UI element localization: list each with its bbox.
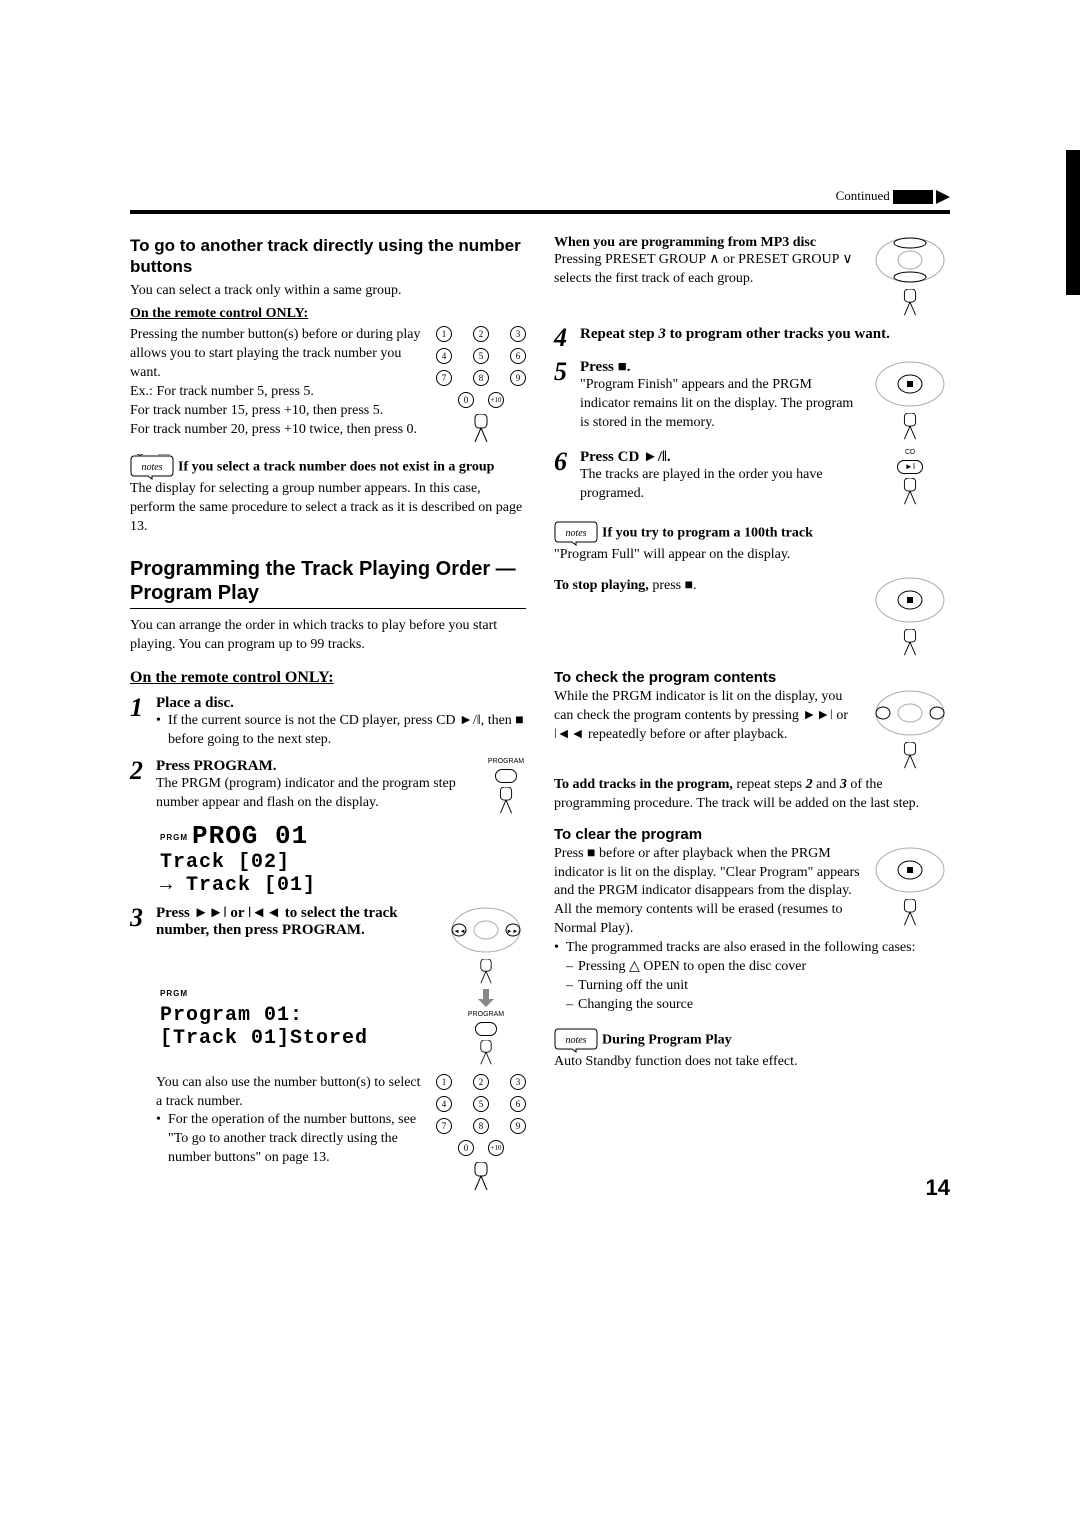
step-number-5: 5	[554, 359, 574, 441]
remote-pointer-icon	[471, 1162, 491, 1192]
direct-track-body1: Pressing the number button(s) before or …	[130, 326, 426, 383]
step-1: 1 Place a disc. If the current source is…	[130, 695, 526, 750]
lcd1-line3: → Track [01]	[160, 874, 526, 897]
step3-lead: Press ►►ǀ or ǀ◄◄ to select the track num…	[156, 905, 438, 939]
right-column: When you are programming from MP3 disc P…	[554, 235, 950, 1192]
remote-nav-diagram-2	[870, 688, 950, 770]
note2-lead: If you try to program a 100th track	[602, 526, 813, 541]
remote-only-2: On the remote control ONLY:	[130, 669, 526, 687]
notes-icon: notes	[554, 524, 602, 541]
remote-play-diagram: CD ►ǁ	[870, 449, 950, 506]
clear-bullet: The programmed tracks are also erased in…	[554, 939, 950, 958]
step5-lead: Press ■.	[580, 359, 862, 376]
program-button-diagram-1: PROGRAM	[486, 758, 526, 815]
continued-indicator: Continued	[836, 188, 950, 204]
check-body: While the PRGM indicator is lit on the d…	[554, 688, 862, 770]
clear-row: Press ■ before or after playback when th…	[554, 845, 950, 939]
note2-body: "Program Full" will appear on the displa…	[554, 546, 950, 565]
section-intro: You can arrange the order in which track…	[130, 617, 526, 655]
direct-track-row: Pressing the number button(s) before or …	[130, 326, 526, 444]
clear-body: Press ■ before or after playback when th…	[554, 845, 862, 939]
remote-only-1: On the remote control ONLY:	[130, 306, 526, 322]
step-number-1: 1	[130, 695, 150, 750]
add-tracks-line: To add tracks in the program, repeat ste…	[554, 776, 950, 814]
svg-text:notes: notes	[565, 1035, 586, 1046]
step4-lead-b: to program other tracks you want.	[666, 326, 890, 342]
note-block-3: notes During Program Play Auto Standby f…	[554, 1027, 950, 1072]
svg-text:notes: notes	[141, 462, 162, 473]
step-4: 4 Repeat step 3 to program other tracks …	[554, 325, 950, 351]
header-rule	[130, 210, 950, 214]
note1-lead: If you select a track number does not ex…	[178, 460, 494, 475]
notes-icon: notes	[554, 1030, 602, 1047]
direct-track-examples: Ex.: For track number 5, press 5. For tr…	[130, 383, 426, 440]
number-pad-diagram-2: 123 456 789 0+10	[436, 1074, 526, 1192]
step3-bullet: For the operation of the number buttons,…	[156, 1111, 426, 1168]
step-2: 2 Press PROGRAM. The PRGM (program) indi…	[130, 758, 526, 815]
step2-lead: Press PROGRAM.	[156, 758, 478, 775]
clear-dash-3: Changing the source	[554, 996, 950, 1015]
mp3-note-row: When you are programming from MP3 disc P…	[554, 235, 950, 317]
step-5: 5 Press ■. "Program Finish" appears and …	[554, 359, 950, 441]
step1-lead: Place a disc.	[156, 695, 526, 712]
clear-dash-2: Turning off the unit	[554, 977, 950, 996]
note3-body: Auto Standby function does not take effe…	[554, 1053, 950, 1072]
page-number: 14	[926, 1175, 950, 1201]
notes-icon: notes	[130, 458, 178, 475]
note-block-1: notes If you select a track number does …	[130, 454, 526, 537]
mp3-body: Pressing PRESET GROUP ∧ or PRESET GROUP …	[554, 251, 862, 289]
remote-stop-diagram-1	[870, 359, 950, 441]
step-number-6: 6	[554, 449, 574, 506]
step5-body: "Program Finish" appears and the PRGM in…	[580, 376, 862, 433]
down-arrow-icon	[478, 989, 494, 1007]
step2-body: The PRGM (program) indicator and the pro…	[156, 775, 478, 813]
remote-nav-diagram-1: ǀ◄◄ ►►ǀ PROGRAM	[446, 905, 526, 1066]
section-program-play: Programming the Track Playing Order —Pro…	[130, 557, 526, 609]
step-number-3: 3	[130, 905, 150, 1066]
step1-bullet: If the current source is not the CD play…	[156, 712, 526, 750]
left-column: To go to another track directly using th…	[130, 235, 526, 1192]
lcd1-top: PROG 01	[192, 821, 308, 851]
heading-direct-track: To go to another track directly using th…	[130, 235, 526, 278]
clear-dash-1: Pressing △ OPEN to open the disc cover	[554, 958, 950, 977]
svg-text:ǀ◄◄: ǀ◄◄	[452, 929, 465, 935]
mp3-lead: When you are programming from MP3 disc	[554, 235, 862, 251]
tab-marker	[1066, 150, 1080, 295]
check-row: While the PRGM indicator is lit on the d…	[554, 688, 950, 770]
lcd1-line2: Track [02]	[160, 851, 526, 874]
clear-heading: To clear the program	[554, 826, 950, 843]
direct-track-intro: You can select a track only within a sam…	[130, 282, 526, 301]
step3-extra: You can also use the number button(s) to…	[130, 1074, 526, 1192]
lcd-display-1: PRGMPROG 01 Track [02] → Track [01]	[160, 821, 526, 897]
step-number-2: 2	[130, 758, 150, 815]
remote-stop-diagram-3	[870, 845, 950, 939]
stop-row: To stop playing, press ■.	[554, 575, 950, 657]
step-6: 6 Press CD ►/ǁ. The tracks are played in…	[554, 449, 950, 506]
step6-body: The tracks are played in the order you h…	[580, 466, 862, 504]
note-block-2: notes If you try to program a 100th trac…	[554, 520, 950, 565]
note3-lead: During Program Play	[602, 1032, 732, 1047]
remote-group-diagram	[870, 235, 950, 317]
svg-text:►►ǀ: ►►ǀ	[506, 929, 519, 935]
stop-line: To stop playing,	[554, 578, 649, 593]
number-pad-diagram-1: 123 456 789 0+10	[436, 326, 526, 444]
step6-lead: Press CD ►/ǁ.	[580, 449, 862, 466]
step-number-4: 4	[554, 325, 574, 351]
note1-body: The display for selecting a group number…	[130, 480, 526, 537]
remote-pointer-icon	[471, 414, 491, 444]
check-heading: To check the program contents	[554, 669, 950, 686]
remote-stop-diagram-2	[870, 575, 950, 657]
continued-label: Continued	[836, 188, 890, 203]
step3-body: You can also use the number button(s) to…	[156, 1074, 426, 1112]
step4-lead-a: Repeat step	[580, 326, 658, 342]
svg-text:notes: notes	[565, 528, 586, 539]
nav-oval-icon: ǀ◄◄ ►►ǀ	[449, 905, 523, 955]
